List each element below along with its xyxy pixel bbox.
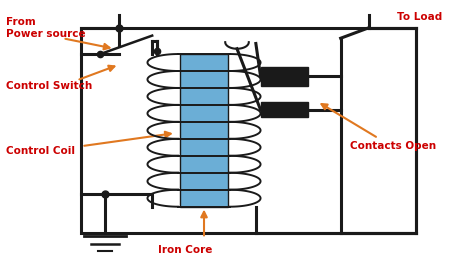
Text: To Load: To Load [397,12,442,22]
Text: From
Power source: From Power source [6,17,86,39]
Text: Control Coil: Control Coil [6,146,75,156]
Bar [82,28,416,233]
Bar [261,67,308,86]
Bar [181,54,228,207]
Text: Control Switch: Control Switch [6,81,92,91]
Bar [261,102,308,117]
Text: Iron Core: Iron Core [158,245,212,255]
Text: Contacts Open: Contacts Open [350,141,436,151]
